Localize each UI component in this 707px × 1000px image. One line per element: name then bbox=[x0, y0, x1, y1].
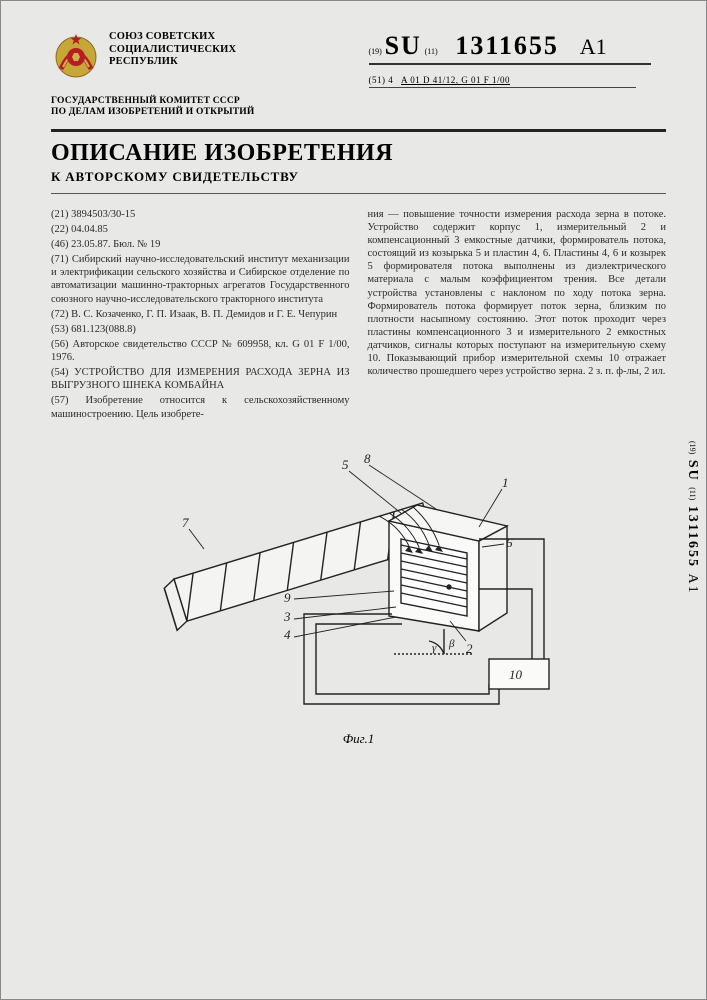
committee-name: ГОСУДАРСТВЕННЫЙ КОМИТЕТ СССР ПО ДЕЛАМ ИЗ… bbox=[51, 96, 666, 119]
field-72: (72) В. С. Козаченко, Г. П. Изаак, В. П.… bbox=[51, 308, 350, 321]
biblio-columns: (21) 3894503/30-15 (22) 04.04.85 (46) 23… bbox=[51, 208, 666, 423]
figure-label: Фиг.1 bbox=[51, 731, 666, 747]
title-sub: К АВТОРСКОМУ СВИДЕТЕЛЬСТВУ bbox=[51, 169, 666, 185]
document-title-block: ОПИСАНИЕ ИЗОБРЕТЕНИЯ К АВТОРСКОМУ СВИДЕТ… bbox=[51, 129, 666, 194]
code-11: (11) bbox=[425, 47, 438, 56]
diagram-svg: γ β bbox=[144, 429, 574, 729]
callout-9: 9 bbox=[284, 590, 291, 605]
callout-5: 5 bbox=[342, 457, 349, 472]
kind-code: A1 bbox=[580, 34, 607, 59]
country-code: SU bbox=[385, 31, 422, 60]
ussr-emblem-icon bbox=[51, 31, 101, 81]
callout-2: 2 bbox=[466, 641, 473, 656]
field-53: (53) 681.123(088.8) bbox=[51, 323, 350, 336]
title-main: ОПИСАНИЕ ИЗОБРЕТЕНИЯ bbox=[51, 140, 666, 167]
callout-4: 4 bbox=[284, 627, 291, 642]
figure-1: γ β bbox=[51, 429, 666, 747]
field-46: (46) 23.05.87. Бюл. № 19 bbox=[51, 238, 350, 251]
patent-number: 1311655 bbox=[455, 31, 559, 60]
angle-gamma: γ bbox=[432, 642, 437, 654]
field-22: (22) 04.04.85 bbox=[51, 223, 350, 236]
callout-6: 6 bbox=[506, 535, 513, 550]
callout-3: 3 bbox=[283, 609, 291, 624]
abstract-body: ния — повышение точности измерения расхо… bbox=[368, 208, 667, 379]
header-left: СОЮЗ СОВЕТСКИХ СОЦИАЛИСТИЧЕСКИХ РЕСПУБЛИ… bbox=[51, 31, 349, 81]
publication-id: (19) SU (11) 1311655 A1 (51) 4 A 01 D 41… bbox=[349, 31, 667, 88]
ipc-classification: (51) 4 A 01 D 41/12, G 01 F 1/00 bbox=[369, 75, 637, 88]
callout-8: 8 bbox=[364, 451, 371, 466]
field-57: (57) Изобретение относится к сельскохозя… bbox=[51, 394, 350, 420]
side-patent-id: (19) SU (11) 1311655 A1 bbox=[684, 441, 700, 595]
right-column: ния — повышение точности измерения расхо… bbox=[368, 208, 667, 423]
field-56: (56) Авторское свидетельство СССР № 6099… bbox=[51, 338, 350, 364]
callout-10: 10 bbox=[509, 667, 523, 682]
left-column: (21) 3894503/30-15 (22) 04.04.85 (46) 23… bbox=[51, 208, 350, 423]
angle-beta: β bbox=[448, 638, 455, 650]
field-21: (21) 3894503/30-15 bbox=[51, 208, 350, 221]
code-19: (19) bbox=[369, 47, 382, 56]
field-71: (71) Сибирский научно-исследовательский … bbox=[51, 253, 350, 306]
callout-1: 1 bbox=[502, 475, 509, 490]
callout-7: 7 bbox=[182, 515, 189, 530]
country-name: СОЮЗ СОВЕТСКИХ СОЦИАЛИСТИЧЕСКИХ РЕСПУБЛИ… bbox=[109, 31, 236, 69]
field-54: (54) УСТРОЙСТВО ДЛЯ ИЗМЕРЕНИЯ РАСХОДА ЗЕ… bbox=[51, 366, 350, 392]
